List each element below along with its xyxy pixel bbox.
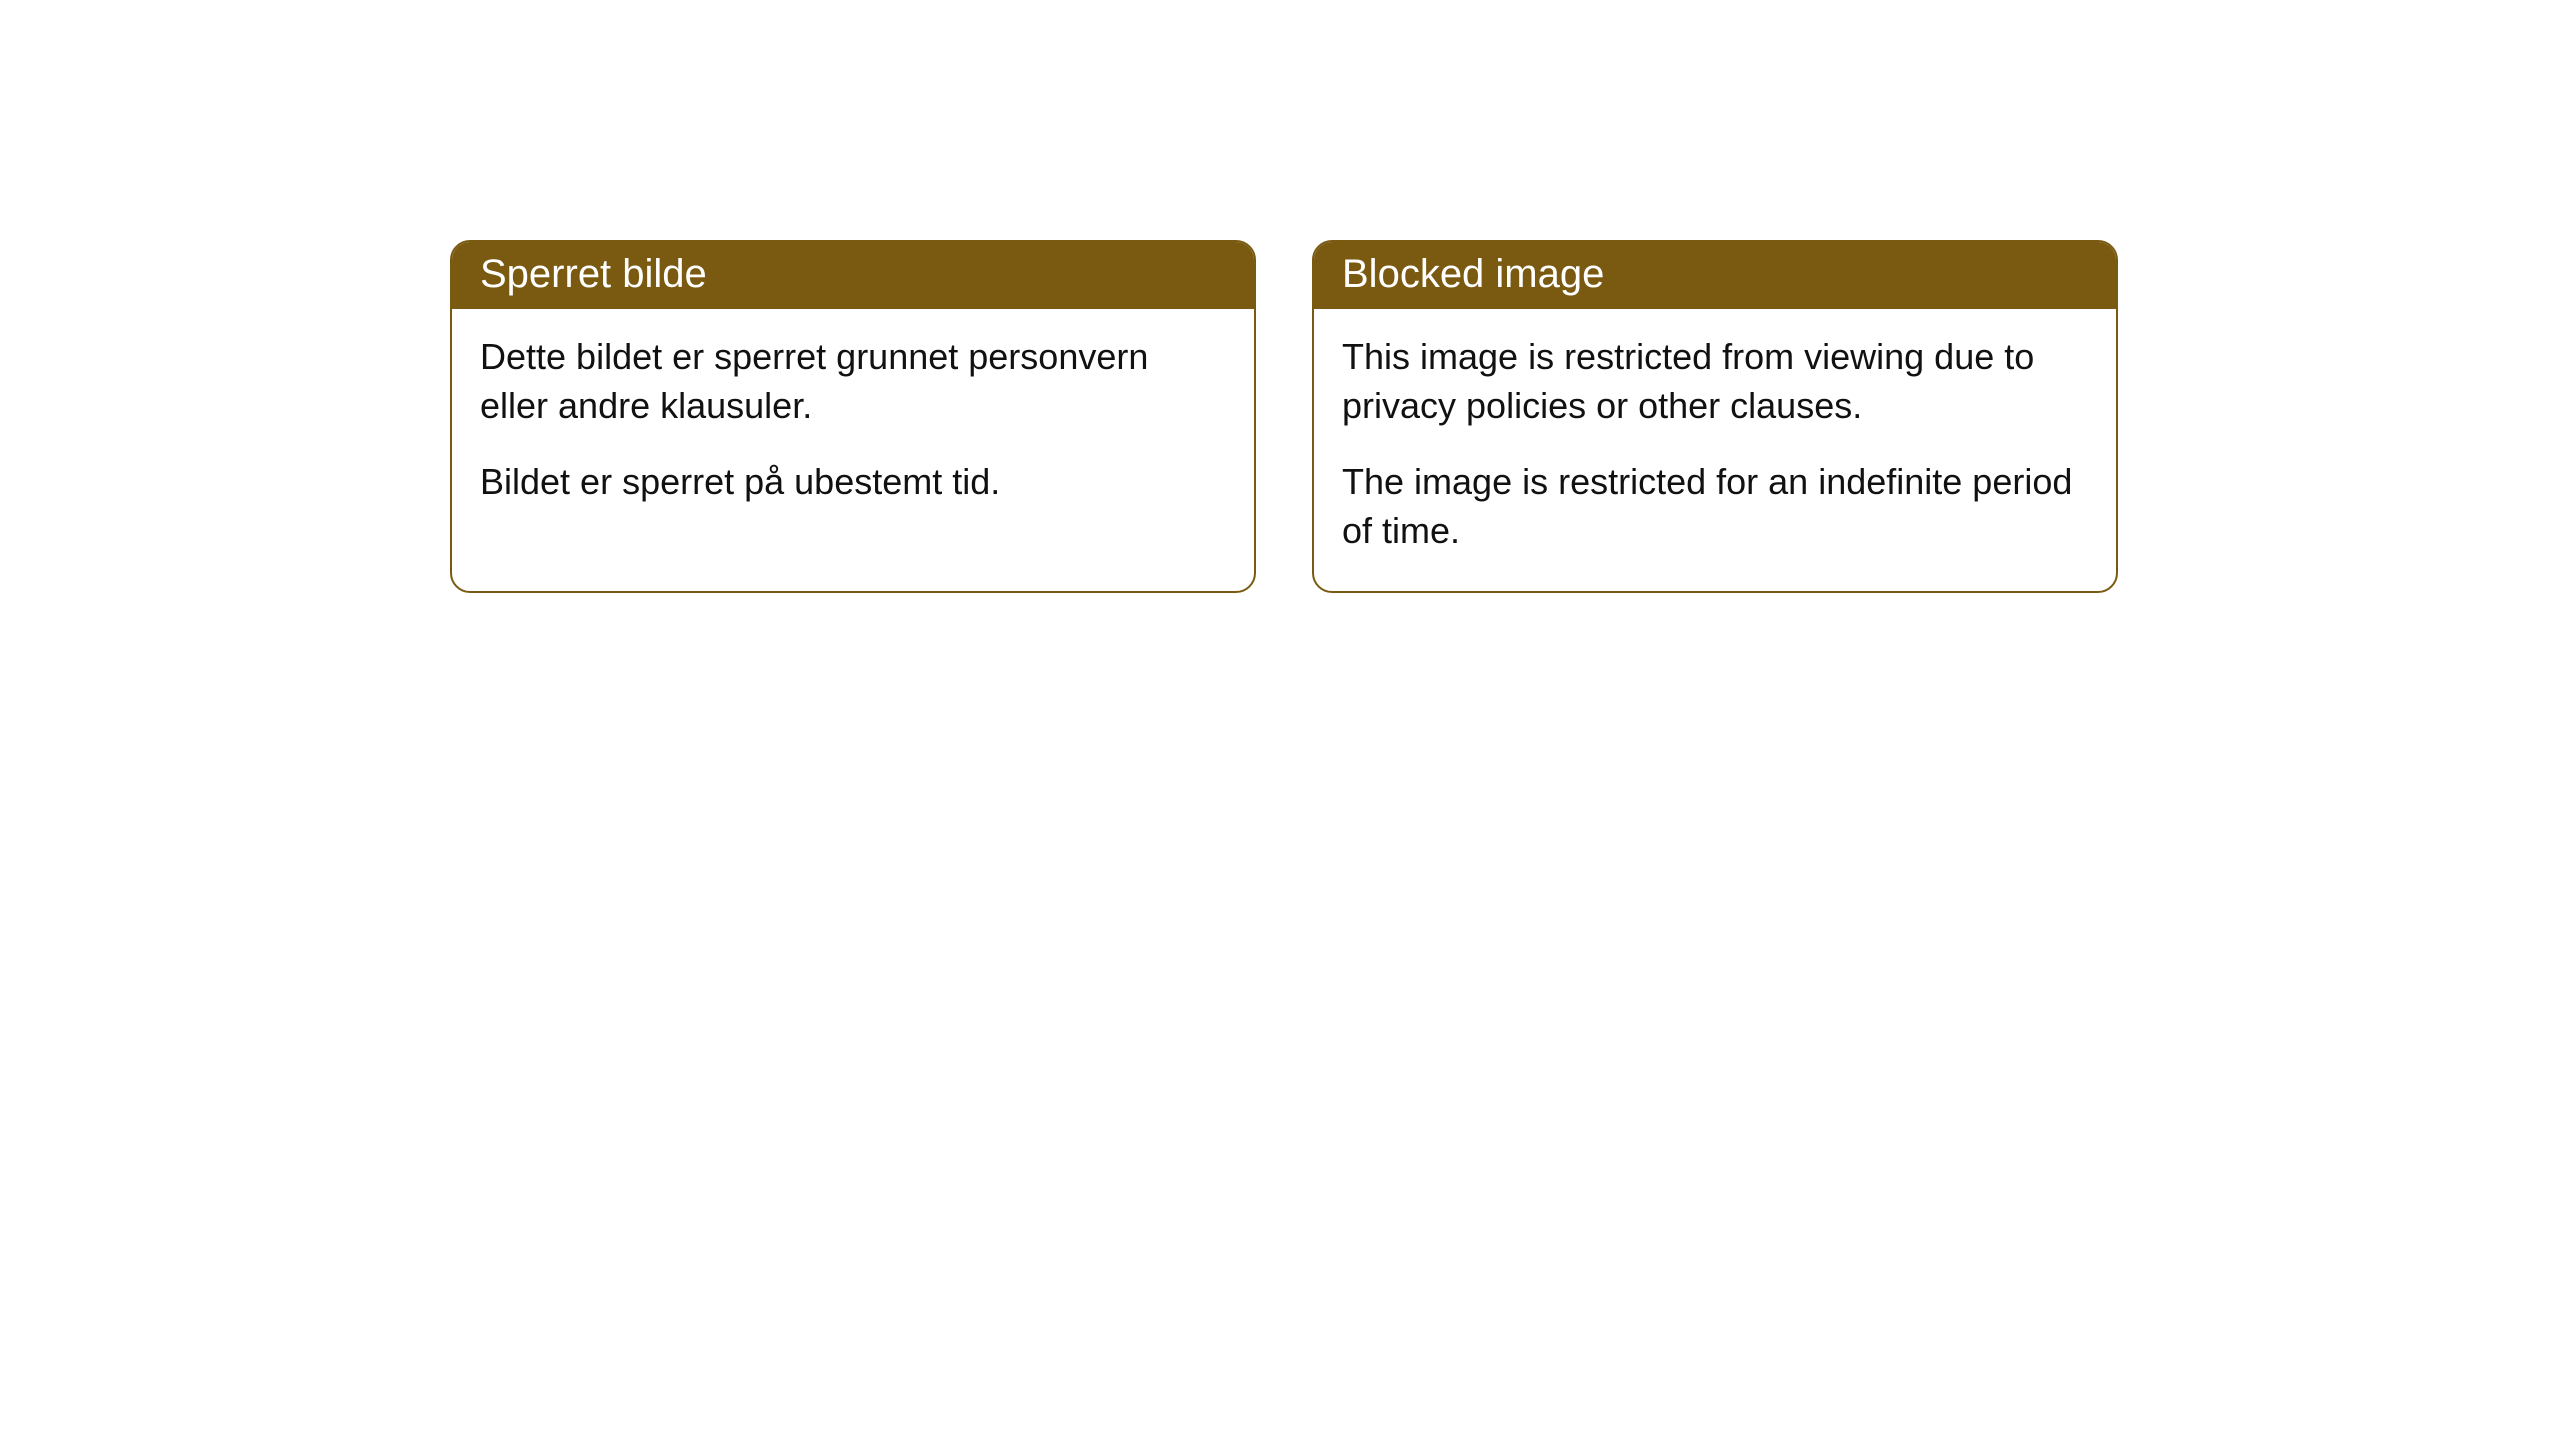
card-title: Blocked image (1342, 252, 1604, 296)
card-paragraph: This image is restricted from viewing du… (1342, 333, 2088, 430)
card-header: Blocked image (1314, 242, 2116, 309)
card-paragraph: The image is restricted for an indefinit… (1342, 458, 2088, 555)
card-paragraph: Bildet er sperret på ubestemt tid. (480, 458, 1226, 507)
notice-card-english: Blocked image This image is restricted f… (1312, 240, 2118, 593)
card-title: Sperret bilde (480, 252, 707, 296)
notice-cards-container: Sperret bilde Dette bildet er sperret gr… (450, 240, 2560, 593)
card-header: Sperret bilde (452, 242, 1254, 309)
card-body: This image is restricted from viewing du… (1314, 309, 2116, 591)
card-paragraph: Dette bildet er sperret grunnet personve… (480, 333, 1226, 430)
notice-card-norwegian: Sperret bilde Dette bildet er sperret gr… (450, 240, 1256, 593)
card-body: Dette bildet er sperret grunnet personve… (452, 309, 1254, 543)
